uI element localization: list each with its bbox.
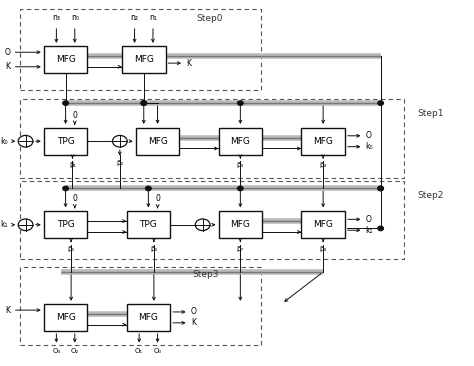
Text: k₀: k₀ xyxy=(365,142,374,151)
Bar xyxy=(127,304,170,331)
Text: β₆: β₆ xyxy=(150,246,157,252)
Text: Step3: Step3 xyxy=(192,270,219,279)
Bar xyxy=(44,128,87,155)
Circle shape xyxy=(63,101,68,105)
Text: O₀: O₀ xyxy=(154,348,162,354)
Text: MFG: MFG xyxy=(230,220,250,229)
Bar xyxy=(19,9,261,90)
Bar xyxy=(19,181,404,259)
Bar xyxy=(19,266,261,345)
Bar xyxy=(19,100,404,178)
Text: β₈: β₈ xyxy=(319,246,327,252)
Circle shape xyxy=(146,186,151,191)
Circle shape xyxy=(378,186,383,191)
Text: MFG: MFG xyxy=(55,55,75,64)
Text: K: K xyxy=(5,62,10,71)
Circle shape xyxy=(378,101,383,105)
Text: β₃: β₃ xyxy=(237,162,244,168)
Bar xyxy=(44,46,87,73)
Text: K: K xyxy=(186,59,191,68)
Text: n₁: n₁ xyxy=(149,13,157,22)
Circle shape xyxy=(237,101,243,105)
Bar xyxy=(44,304,87,331)
Text: MFG: MFG xyxy=(147,137,167,146)
Text: β₄: β₄ xyxy=(319,162,327,168)
Text: TPG: TPG xyxy=(57,137,74,146)
Text: 0: 0 xyxy=(155,194,160,203)
Text: β₇: β₇ xyxy=(237,246,244,252)
Text: k₁: k₁ xyxy=(365,226,373,235)
Circle shape xyxy=(378,226,383,231)
Text: k₀: k₀ xyxy=(0,137,8,146)
Text: O₁: O₁ xyxy=(135,348,143,354)
Text: β₅: β₅ xyxy=(67,246,75,252)
Bar xyxy=(122,46,165,73)
Text: O₂: O₂ xyxy=(71,348,79,354)
Text: MFG: MFG xyxy=(134,55,154,64)
Text: k₁: k₁ xyxy=(0,220,8,229)
Text: β₂: β₂ xyxy=(116,160,123,166)
Circle shape xyxy=(18,135,33,147)
Text: MFG: MFG xyxy=(55,313,75,322)
Text: Step0: Step0 xyxy=(197,14,223,23)
Bar xyxy=(301,128,345,155)
Text: O: O xyxy=(365,215,372,224)
Bar xyxy=(219,128,262,155)
Text: n₂: n₂ xyxy=(130,13,138,22)
Text: K: K xyxy=(191,318,196,327)
Bar xyxy=(219,211,262,238)
Text: MFG: MFG xyxy=(313,220,333,229)
Text: O: O xyxy=(365,131,372,140)
Text: Step2: Step2 xyxy=(418,191,444,199)
Text: n₃: n₃ xyxy=(53,13,60,22)
Text: 0: 0 xyxy=(73,194,77,203)
Text: O: O xyxy=(5,48,10,57)
Text: MFG: MFG xyxy=(230,137,250,146)
Text: β₁: β₁ xyxy=(69,162,76,168)
Text: MFG: MFG xyxy=(138,313,158,322)
Bar xyxy=(136,128,180,155)
Circle shape xyxy=(18,219,33,231)
Circle shape xyxy=(378,186,383,191)
Circle shape xyxy=(63,186,68,191)
Circle shape xyxy=(112,135,127,147)
Text: MFG: MFG xyxy=(313,137,333,146)
Circle shape xyxy=(141,101,146,105)
Text: Step1: Step1 xyxy=(418,109,444,118)
Bar xyxy=(127,211,170,238)
Bar xyxy=(44,211,87,238)
Text: K: K xyxy=(5,306,10,315)
Text: TPG: TPG xyxy=(57,220,74,229)
Text: O₃: O₃ xyxy=(52,348,61,354)
Circle shape xyxy=(237,186,243,191)
Circle shape xyxy=(141,101,146,105)
Text: TPG: TPG xyxy=(139,220,157,229)
Circle shape xyxy=(195,219,210,231)
Bar xyxy=(301,211,345,238)
Text: 0: 0 xyxy=(73,111,77,120)
Text: O: O xyxy=(191,307,197,317)
Text: n₀: n₀ xyxy=(71,13,79,22)
